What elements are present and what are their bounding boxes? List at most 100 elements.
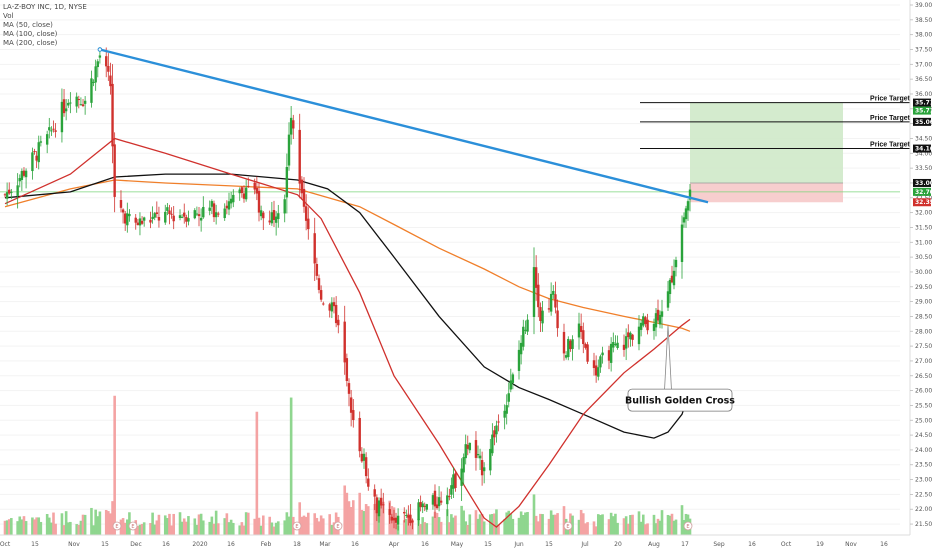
candle-body <box>244 187 248 200</box>
volume-bar <box>614 513 617 535</box>
candle-body <box>468 442 472 451</box>
volume-bar <box>214 510 218 535</box>
candle-body <box>462 457 465 473</box>
candle-body <box>431 495 435 505</box>
candle-body <box>642 316 645 326</box>
golden-cross-callout[interactable]: Bullish Golden Cross <box>625 325 735 412</box>
volume-bar <box>433 511 437 535</box>
volume-bar <box>394 523 398 535</box>
price-tick-label: 37.50 <box>915 46 932 53</box>
price-tick-label: 23.50 <box>915 462 932 469</box>
price-tick-label: 25.00 <box>915 417 932 424</box>
candle-body <box>62 99 66 114</box>
volume-bar <box>672 520 676 535</box>
candle-body <box>519 342 523 355</box>
candle-body <box>646 319 649 331</box>
candle-body <box>452 474 455 489</box>
candle-body <box>567 338 570 358</box>
price-tick-label: 23.00 <box>915 477 932 484</box>
candle-body <box>549 293 553 312</box>
price-label-text: 34.16 <box>915 146 932 153</box>
volume-bar <box>452 517 455 535</box>
price-axis-bg <box>910 0 932 550</box>
price-tick-label: 24.50 <box>915 432 932 439</box>
volume-bar <box>195 524 199 535</box>
candle-body <box>433 490 437 507</box>
volume-bar <box>246 512 250 535</box>
volume-bar <box>126 519 129 535</box>
volume-bar <box>47 517 51 535</box>
time-axis[interactable]: Oct 15 Nov 15 Dec 16 2020 16 Feb 18 Mar 16 Apr 16 May 1… <box>0 521 910 548</box>
candle-body <box>81 104 85 107</box>
volume-bar <box>313 513 317 535</box>
volume-bar <box>626 523 630 535</box>
price-axis[interactable]: 39.0038.5038.0037.5037.0036.5036.0035.50… <box>909 0 932 550</box>
volume-bar <box>505 512 509 535</box>
candle-body <box>345 358 349 382</box>
candle-body <box>460 468 463 486</box>
volume-bar <box>343 485 347 535</box>
volume-bar <box>474 510 478 535</box>
candle-body <box>121 209 125 213</box>
candle-body <box>503 410 506 418</box>
volume-bar <box>98 511 102 535</box>
candle-body <box>39 141 43 143</box>
time-tick-label: 15 <box>545 541 553 548</box>
time-tick-label: Sep <box>713 541 725 548</box>
volume-bar <box>423 522 427 535</box>
volume-bar <box>489 514 492 535</box>
price-tick-label: 29.50 <box>915 284 932 291</box>
risk-reward-zones <box>0 102 900 203</box>
price-tick-label: 36.00 <box>915 91 932 98</box>
trendline-handle <box>97 47 103 52</box>
volume-bar <box>601 514 604 535</box>
volume-bar <box>534 515 538 535</box>
candle-body <box>136 222 140 226</box>
volume-bar <box>519 511 523 535</box>
candle-body <box>105 56 108 67</box>
volume-bar <box>419 524 422 535</box>
candle-body <box>3 194 7 196</box>
volume-bar <box>445 509 449 535</box>
price-tick-label: 34.00 <box>915 150 932 157</box>
volume-bar <box>517 517 521 535</box>
candle-body <box>480 460 484 476</box>
candle-body <box>183 212 186 217</box>
volume-bar <box>287 516 291 535</box>
callout-text: Bullish Golden Cross <box>625 396 735 407</box>
price-target-lines: Price Target Price Target Price Target <box>640 96 912 150</box>
candle-body <box>142 217 146 221</box>
price-label-text: 33.00 <box>915 180 932 187</box>
trendline[interactable] <box>97 47 709 204</box>
time-tick-label: 15 <box>31 541 39 548</box>
candle-body <box>92 81 95 83</box>
candle-body <box>686 201 690 211</box>
candle-body <box>90 78 93 103</box>
volume-bar <box>554 514 557 535</box>
volume-bar <box>417 518 420 535</box>
price-label-text: 32.35 <box>915 199 932 206</box>
candle-body <box>52 128 55 130</box>
volume-bar <box>138 524 142 535</box>
candle-body <box>247 185 250 187</box>
time-tick-label: Dec <box>130 541 142 548</box>
candle-body <box>597 367 600 377</box>
candle-body <box>8 189 11 194</box>
time-tick-label: May <box>451 541 464 548</box>
volume-bar <box>549 510 553 535</box>
time-tick-label: 16 <box>880 541 888 548</box>
candle-body <box>493 430 496 438</box>
volume-bar <box>317 521 321 535</box>
volume-bar <box>362 511 366 535</box>
price-tick-label: 28.50 <box>915 313 932 320</box>
earnings-marker <box>292 521 302 531</box>
candle-body <box>262 212 265 219</box>
price-tick-label: 37.00 <box>915 61 932 68</box>
callout-pointer <box>663 325 673 400</box>
candle-body <box>569 340 572 350</box>
candle-body <box>157 217 161 221</box>
volume-bar <box>439 521 443 535</box>
price-tick-label: 26.50 <box>915 373 932 380</box>
candle-body <box>417 502 420 521</box>
